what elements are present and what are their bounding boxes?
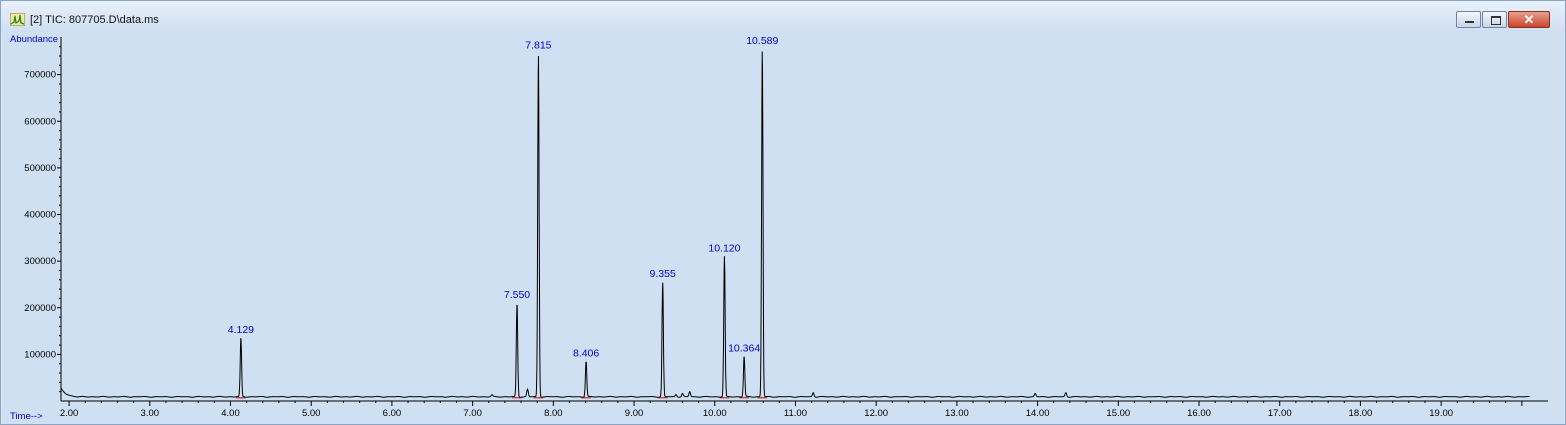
x-tick-label: 5.00 bbox=[302, 408, 321, 419]
x-tick-label: 7.00 bbox=[463, 408, 482, 419]
peak-label: 9.355 bbox=[650, 268, 676, 280]
x-tick-label: 10.00 bbox=[703, 408, 727, 419]
minimize-button[interactable] bbox=[1456, 11, 1481, 28]
x-tick-label: 15.00 bbox=[1106, 408, 1130, 419]
peak-label: 10.120 bbox=[708, 242, 740, 254]
peak-labels: 4.129 7.550 7.815 8.406 9.355 10.120 10.364 10.… bbox=[228, 35, 779, 359]
x-tick-label: 14.00 bbox=[1026, 408, 1050, 419]
y-axis-label: Abundance bbox=[10, 34, 58, 45]
trace-layer bbox=[60, 51, 1530, 399]
chromatogram-app-icon bbox=[10, 13, 25, 26]
y-tick-label: 600000 bbox=[24, 116, 56, 127]
y-tick-label: 300000 bbox=[24, 256, 56, 267]
window-controls: ✕ bbox=[1455, 11, 1550, 28]
maximize-icon bbox=[1491, 16, 1501, 25]
plot-background bbox=[2, 32, 1564, 424]
peak-label: 10.589 bbox=[746, 35, 778, 47]
title-bar[interactable]: [2] TIC: 807705.D\data.ms ✕ bbox=[1, 1, 1565, 32]
x-tick-label: 6.00 bbox=[383, 408, 402, 419]
x-tick-label: 4.00 bbox=[221, 408, 240, 419]
y-tick-label: 700000 bbox=[24, 70, 56, 81]
peak-label: 8.406 bbox=[573, 347, 599, 359]
x-tick-label: 9.00 bbox=[625, 408, 644, 419]
x-axis-label: Time--> bbox=[10, 411, 43, 422]
x-tick-label: 16.00 bbox=[1187, 408, 1211, 419]
x-tick-label: 12.00 bbox=[864, 408, 888, 419]
minimize-icon bbox=[1465, 21, 1474, 23]
close-button[interactable]: ✕ bbox=[1508, 11, 1550, 28]
x-tick-label: 3.00 bbox=[141, 408, 160, 419]
y-tick-label: 400000 bbox=[24, 210, 56, 221]
maximize-button[interactable] bbox=[1482, 11, 1507, 28]
y-tick-label: 500000 bbox=[24, 163, 56, 174]
x-tick-label: 8.00 bbox=[544, 408, 563, 419]
x-tick-label: 19.00 bbox=[1429, 408, 1453, 419]
peak-label: 7.815 bbox=[525, 40, 551, 52]
y-tick-label: 100000 bbox=[24, 349, 56, 360]
x-tick-label: 17.00 bbox=[1268, 408, 1292, 419]
tic-trace bbox=[60, 51, 1530, 398]
x-tick-label: 18.00 bbox=[1349, 408, 1373, 419]
peak-label: 10.364 bbox=[728, 343, 760, 355]
x-tick-label: 2.00 bbox=[60, 408, 79, 419]
peak-label: 4.129 bbox=[228, 324, 254, 336]
close-icon: ✕ bbox=[1523, 12, 1535, 27]
chromatogram-plot[interactable]: Abundance Time--> 100000 200000 300000 4000… bbox=[2, 32, 1564, 424]
peak-label: 7.550 bbox=[504, 289, 530, 301]
x-tick-label: 11.00 bbox=[784, 408, 807, 419]
window-title: [2] TIC: 807705.D\data.ms bbox=[30, 14, 159, 26]
x-tick-label: 13.00 bbox=[945, 408, 969, 419]
y-tick-label: 200000 bbox=[24, 303, 56, 314]
axes: 100000 200000 300000 400000 500000 600000 7000… bbox=[24, 37, 1548, 419]
